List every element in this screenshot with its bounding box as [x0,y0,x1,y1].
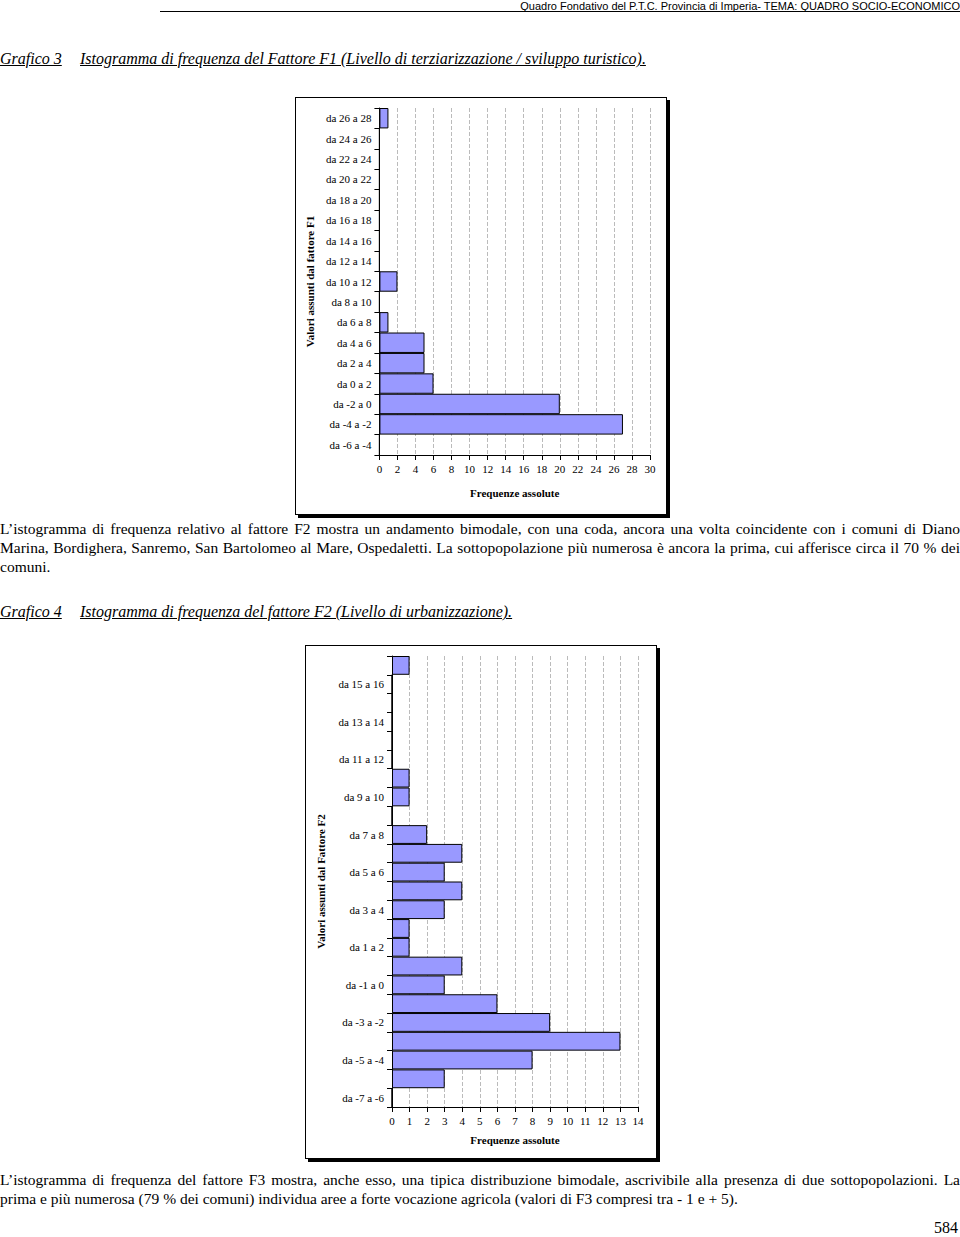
svg-text:22: 22 [572,463,583,475]
svg-text:6: 6 [431,463,437,475]
svg-text:da -6 a -4: da -6 a -4 [330,439,372,451]
html-text:Quadro Fondativo del P.T.C. Pr: Quadro Fondativo del P.T.C. Provincia di… [520,0,960,12]
svg-text:da 6 a 8: da 6 a 8 [337,316,372,328]
svg-text:da 9 a 10: da 9 a 10 [344,791,385,803]
svg-text:3: 3 [442,1115,448,1127]
svg-text:da 12 a 14: da 12 a 14 [326,255,372,267]
svg-text:10: 10 [562,1115,574,1127]
svg-text:da 14 a 16: da 14 a 16 [326,235,372,247]
svg-text:8: 8 [530,1115,536,1127]
svg-text:12: 12 [482,463,493,475]
svg-text:da 4 a 6: da 4 a 6 [337,337,372,349]
svg-text:30: 30 [645,463,657,475]
html-text:Istogramma di frequenza del fa: Istogramma di frequenza del fattore F2 (… [80,603,513,620]
svg-text:Valori assunti dal Fattore F2: Valori assunti dal Fattore F2 [315,814,327,949]
svg-text:14: 14 [633,1115,645,1127]
svg-text:24: 24 [590,463,602,475]
svg-text:da 2 a 4: da 2 a 4 [337,357,372,369]
svg-text:da 15 a 16: da 15 a 16 [338,678,384,690]
svg-text:12: 12 [597,1115,608,1127]
svg-text:da 5 a 6: da 5 a 6 [349,866,384,878]
svg-text:1: 1 [407,1115,413,1127]
html-text:L’istogramma di frequenza rela: L’istogramma di frequenza relativo al fa… [0,520,960,575]
svg-text:Valori assunti dal fattore F1: Valori assunti dal fattore F1 [304,216,316,347]
svg-text:0: 0 [389,1115,395,1127]
svg-text:da -3 a -2: da -3 a -2 [342,1016,384,1028]
html-text:584: 584 [934,1219,958,1236]
svg-text:da 22 a 24: da 22 a 24 [326,153,372,165]
svg-text:da 13 a 14: da 13 a 14 [338,716,384,728]
svg-text:28: 28 [626,463,638,475]
svg-text:da 0 a 2: da 0 a 2 [337,378,372,390]
svg-text:7: 7 [512,1115,518,1127]
svg-text:da 20 a 22: da 20 a 22 [326,173,372,185]
svg-text:6: 6 [495,1115,501,1127]
svg-text:2: 2 [395,463,401,475]
svg-text:0: 0 [377,463,383,475]
svg-text:8: 8 [449,463,455,475]
svg-text:10: 10 [464,463,476,475]
svg-text:da -5 a -4: da -5 a -4 [342,1054,384,1066]
svg-text:18: 18 [536,463,548,475]
svg-text:4: 4 [460,1115,466,1127]
svg-text:da -2 a 0: da -2 a 0 [333,398,372,410]
svg-text:da -7 a -6: da -7 a -6 [342,1092,384,1104]
svg-text:da -1 a 0: da -1 a 0 [346,979,385,991]
svg-text:11: 11 [580,1115,591,1127]
svg-text:26: 26 [608,463,620,475]
svg-text:5: 5 [477,1115,483,1127]
html-text:Grafico 4: Grafico 4 [0,603,62,620]
svg-text:da 1 a 2: da 1 a 2 [349,941,384,953]
svg-text:da 24 a 26: da 24 a 26 [326,133,372,145]
svg-text:da 8 a 10: da 8 a 10 [331,296,372,308]
html-text:Grafico 3: Grafico 3 [0,50,62,67]
html-text:L’istogramma di frequenza del: L’istogramma di frequenza del fattore F3… [0,1171,960,1207]
svg-text:4: 4 [413,463,419,475]
svg-text:da 16 a 18: da 16 a 18 [326,214,372,226]
svg-text:da 7 a 8: da 7 a 8 [349,829,384,841]
svg-text:Frequenze assolute: Frequenze assolute [470,1134,559,1146]
svg-text:da -4 a -2: da -4 a -2 [330,418,372,430]
svg-text:9: 9 [547,1115,553,1127]
html-text:Istogramma di frequenza del Fa: Istogramma di frequenza del Fattore F1 (… [80,50,646,67]
svg-text:da 18 a 20: da 18 a 20 [326,194,372,206]
svg-text:20: 20 [554,463,566,475]
svg-text:da 10 a 12: da 10 a 12 [326,276,372,288]
svg-text:16: 16 [518,463,530,475]
svg-text:2: 2 [424,1115,430,1127]
svg-text:14: 14 [500,463,512,475]
svg-text:da 11 a 12: da 11 a 12 [339,753,384,765]
svg-text:da 26 a 28: da 26 a 28 [326,112,372,124]
svg-text:da 3 a 4: da 3 a 4 [349,904,384,916]
svg-text:Frequenze assolute: Frequenze assolute [470,487,559,499]
svg-text:13: 13 [615,1115,627,1127]
